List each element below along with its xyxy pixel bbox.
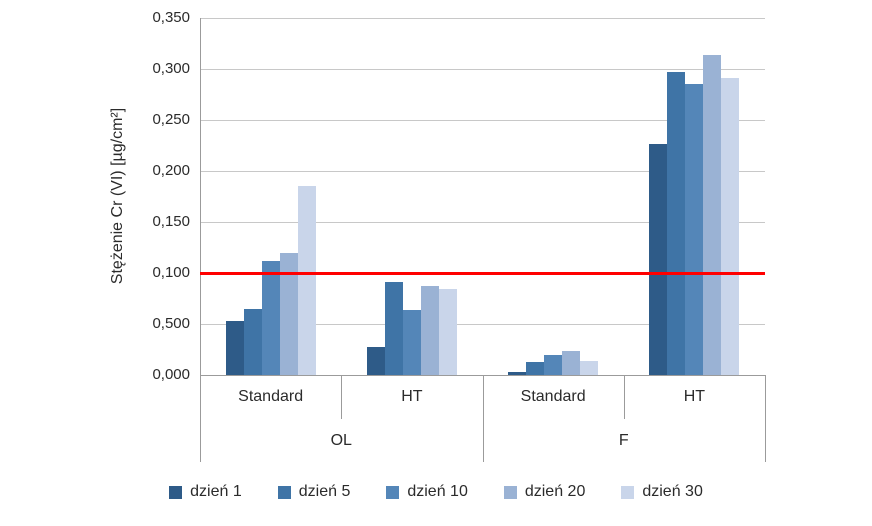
- legend-item: dzień 20: [503, 483, 586, 501]
- bars-layer: [200, 18, 765, 375]
- category-label-level2: OL: [330, 431, 352, 449]
- legend-swatch: [503, 485, 517, 499]
- gridline: [200, 324, 765, 325]
- category-label-level2: F: [618, 431, 629, 449]
- bar-dzień-20: [279, 253, 298, 375]
- bar-dzień-20: [420, 286, 439, 375]
- bar-group: [341, 18, 482, 375]
- bar-dzień-30: [721, 78, 740, 375]
- axis-separator: [765, 375, 766, 462]
- y-tick-label: 0,250: [152, 111, 190, 128]
- y-tick-label: 0,500: [152, 315, 190, 332]
- legend-label: dzień 10: [407, 483, 468, 500]
- legend-label: dzień 30: [642, 483, 703, 500]
- category-row-level2: OL F: [200, 419, 765, 462]
- bar-dzień-5: [243, 309, 262, 375]
- y-axis-line: [200, 18, 201, 375]
- gridline: [200, 222, 765, 223]
- legend-swatch: [169, 485, 183, 499]
- bar-dzień-1: [225, 321, 244, 375]
- legend-swatch: [386, 485, 400, 499]
- y-tick-label: 0,350: [152, 9, 190, 26]
- y-tick-label: 0,150: [152, 213, 190, 230]
- bar-dzień-20: [703, 55, 722, 375]
- y-tick-label: 0,200: [152, 162, 190, 179]
- legend-label: dzień 5: [298, 483, 351, 500]
- legend-swatch: [277, 485, 291, 499]
- bar-dzień-30: [438, 289, 457, 375]
- category-label-level1: HT: [401, 388, 423, 405]
- legend-swatch: [621, 485, 635, 499]
- legend-label: dzień 20: [524, 483, 586, 500]
- legend-item: dzień 5: [277, 483, 351, 501]
- legend-item: dzień 30: [621, 483, 703, 501]
- gridline: [200, 171, 765, 172]
- bar-group: [200, 18, 341, 375]
- plot-area: [200, 18, 765, 375]
- bar-dzień-1: [508, 372, 527, 375]
- bar-dzień-30: [297, 186, 316, 375]
- bar-dzień-5: [526, 362, 545, 375]
- bar-group: [624, 18, 765, 375]
- legend: dzień 1 dzień 5 dzień 10 dzień 20 dzień 30: [0, 483, 872, 501]
- y-tick-label: 0,000: [152, 366, 190, 383]
- bar-dzień-10: [402, 310, 421, 375]
- category-label-level1: Standard: [238, 388, 304, 405]
- legend-label: dzień 1: [190, 483, 242, 500]
- bar-dzień-20: [562, 351, 581, 375]
- y-tick-label: 0,100: [152, 264, 190, 281]
- bar-dzień-5: [384, 282, 403, 375]
- gridline: [200, 69, 765, 70]
- bar-dzień-10: [685, 84, 704, 375]
- bar-dzień-1: [366, 347, 385, 375]
- bar-dzień-1: [649, 144, 668, 375]
- category-row-level1: Standard HT Standard HT: [200, 375, 765, 419]
- gridline: [200, 120, 765, 121]
- category-label-level1: Standard: [520, 388, 586, 405]
- y-axis-ticks: 0,350 0,300 0,250 0,200 0,150 0,100 0,500 0,000: [0, 9, 190, 383]
- gridline: [200, 18, 765, 19]
- category-label-level1: HT: [683, 388, 706, 405]
- legend-item: dzień 10: [386, 483, 468, 501]
- bar-dzień-10: [544, 355, 563, 375]
- bar-dzień-30: [580, 361, 599, 375]
- bar-dzień-5: [667, 72, 686, 375]
- bar-group: [483, 18, 624, 375]
- bar-dzień-10: [261, 261, 280, 375]
- legend-item: dzień 1: [169, 483, 242, 501]
- reference-line: [200, 272, 765, 275]
- y-tick-label: 0,300: [152, 60, 190, 77]
